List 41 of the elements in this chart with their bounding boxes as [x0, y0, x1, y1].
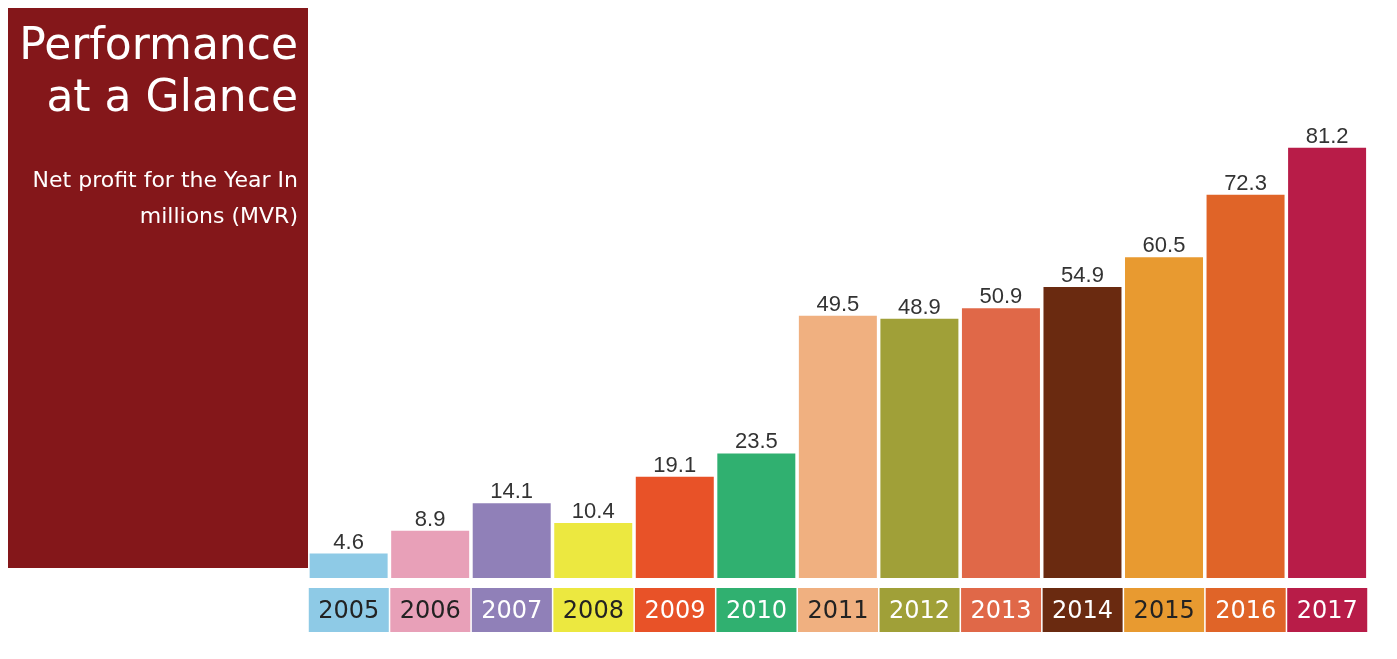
x-tick-label: 2008	[562, 596, 624, 624]
bar	[717, 453, 796, 578]
data-label: 54.9	[1061, 262, 1104, 288]
data-label: 48.9	[897, 293, 941, 319]
x-tick-label: 2011	[807, 596, 869, 624]
bar	[798, 315, 877, 578]
data-label: 49.5	[816, 290, 860, 316]
data-label: 50.9	[979, 283, 1023, 309]
bar	[635, 476, 714, 578]
data-label: 8.9	[414, 505, 446, 531]
data-label: 4.6	[333, 528, 364, 554]
x-tick-label: 2010	[725, 596, 787, 624]
x-tick-label: 2013	[970, 596, 1032, 624]
data-label: 10.4	[571, 497, 615, 523]
x-tick-label: 2014	[1052, 596, 1114, 624]
bar	[1206, 194, 1285, 578]
bar	[880, 318, 959, 578]
bar	[391, 530, 470, 578]
x-tick-label: 2009	[644, 596, 706, 624]
data-label: 60.5	[1142, 232, 1186, 258]
bar	[472, 503, 551, 578]
data-label: 14.1	[490, 478, 534, 504]
x-tick-label: 2017	[1296, 596, 1358, 624]
data-label: 72.3	[1224, 169, 1267, 195]
data-label: 81.2	[1305, 122, 1349, 148]
bar	[961, 308, 1040, 578]
x-tick-label: 2005	[318, 596, 380, 624]
x-tick-label: 2015	[1133, 596, 1195, 624]
data-label: 19.1	[653, 451, 697, 477]
x-tick-label: 2006	[399, 596, 461, 624]
x-tick-label: 2007	[481, 596, 543, 624]
x-tick-label: 2016	[1215, 596, 1277, 624]
x-tick-label: 2012	[889, 596, 951, 624]
chart-title: Performance at a Glance	[18, 18, 298, 122]
bar	[309, 553, 388, 578]
bar	[554, 522, 633, 578]
bar	[1288, 147, 1367, 578]
text: Net profit for the Year In millions (MVR)	[31, 166, 298, 230]
bar	[1125, 257, 1204, 578]
bar	[1043, 287, 1122, 578]
data-label: 23.5	[734, 428, 778, 454]
